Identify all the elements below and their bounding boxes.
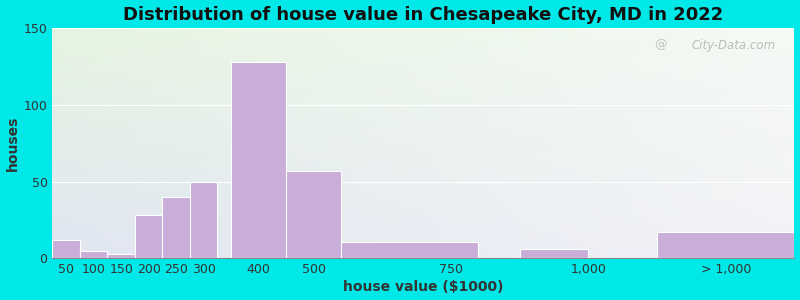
Y-axis label: houses: houses xyxy=(6,116,19,171)
X-axis label: house value ($1000): house value ($1000) xyxy=(343,280,504,294)
Bar xyxy=(162,197,190,258)
Bar xyxy=(135,215,162,258)
Bar xyxy=(657,232,794,258)
Bar xyxy=(53,240,80,258)
Bar xyxy=(341,242,478,258)
Bar xyxy=(80,251,107,258)
Bar xyxy=(520,249,588,258)
Title: Distribution of house value in Chesapeake City, MD in 2022: Distribution of house value in Chesapeak… xyxy=(123,6,723,24)
Bar xyxy=(286,171,341,258)
Bar xyxy=(231,62,286,258)
Text: City-Data.com: City-Data.com xyxy=(692,39,776,52)
Bar xyxy=(190,182,218,258)
Text: @: @ xyxy=(654,38,667,51)
Bar xyxy=(107,254,135,258)
